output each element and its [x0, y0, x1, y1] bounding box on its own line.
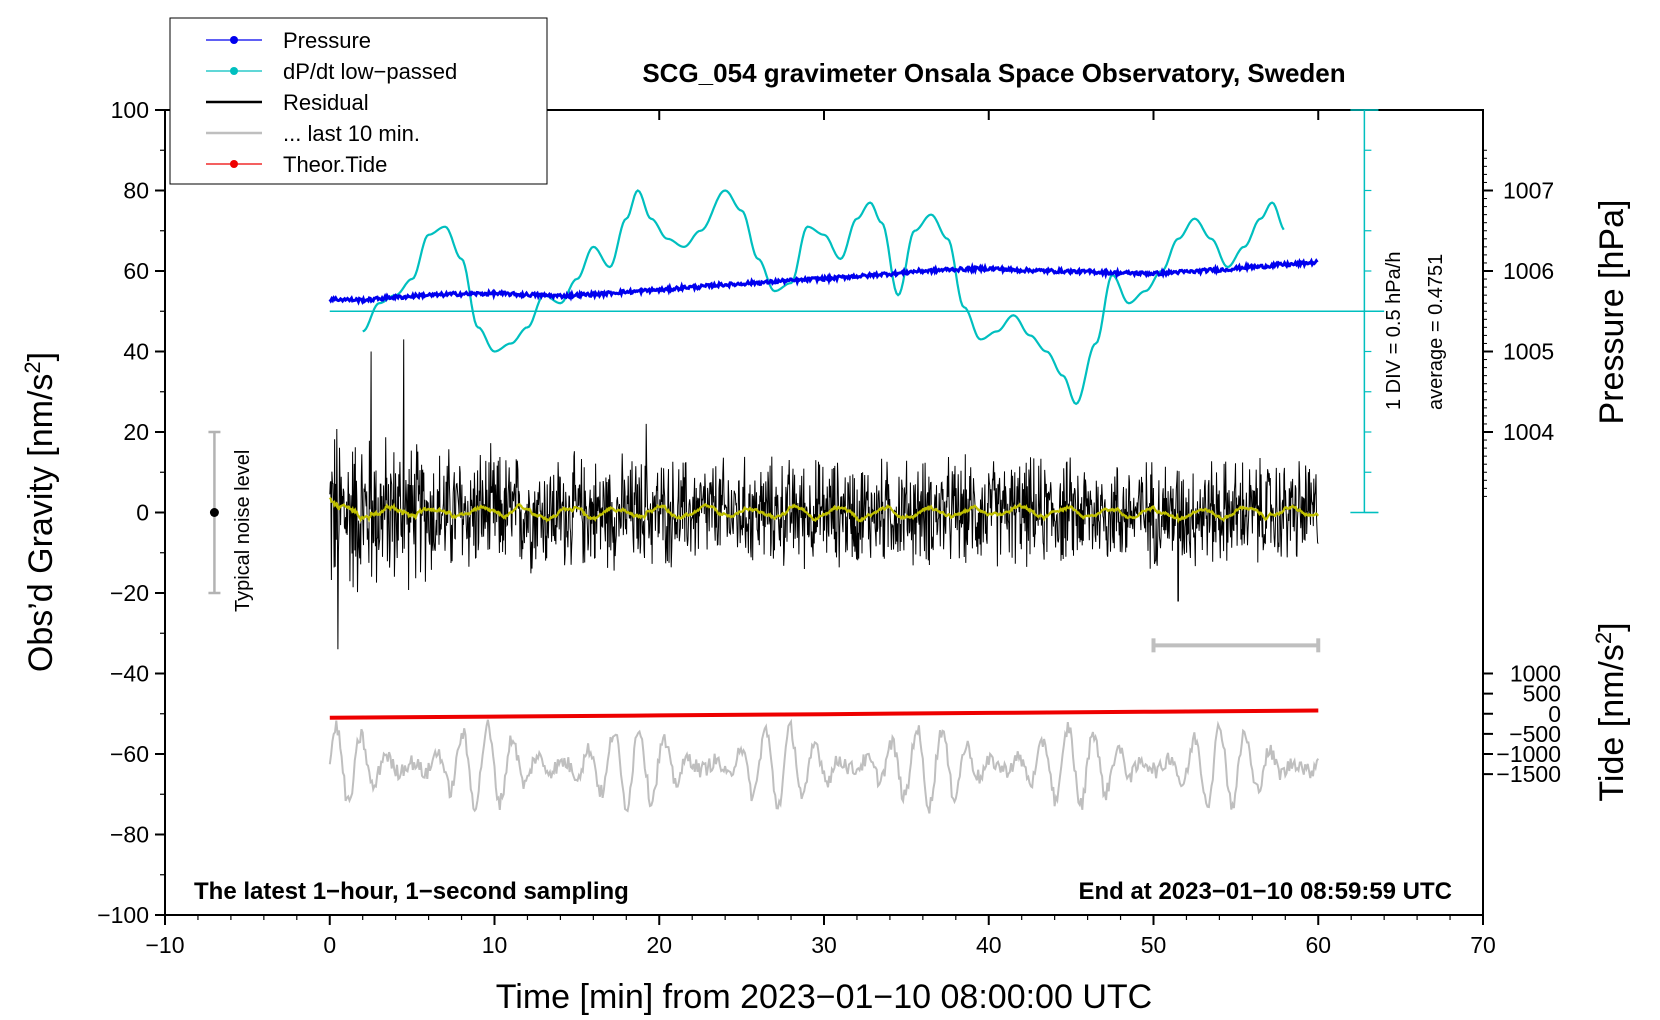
x-tick-label: 0: [323, 932, 336, 958]
legend-label: Pressure: [283, 28, 371, 53]
dpdt-div-label: 1 DIV = 0.5 hPa/h: [1383, 252, 1405, 410]
tide-tick-label: −500: [1509, 721, 1561, 747]
noise-bar-center: [209, 508, 219, 517]
tide-tick-label: −1500: [1496, 761, 1561, 787]
y-tick-label: −60: [110, 741, 149, 767]
x-tick-label: 30: [811, 932, 837, 958]
y-tick-label: 80: [123, 178, 149, 204]
noise-level-label: Typical noise level: [232, 450, 254, 612]
dpdt-average-label: average = 0.4751: [1425, 254, 1447, 410]
legend-marker: [230, 36, 238, 44]
sampling-note: The latest 1−hour, 1−second sampling: [194, 878, 629, 905]
y-tick-label: −20: [110, 580, 149, 606]
y-tick-label: 0: [136, 500, 149, 526]
chart-title: SCG_054 gravimeter Onsala Space Observat…: [642, 58, 1345, 88]
y-tick-label: 100: [111, 97, 149, 123]
legend-label: ... last 10 min.: [283, 121, 420, 146]
pressure-line: [328, 257, 1319, 306]
y-tick-label: −100: [97, 902, 149, 928]
y-tick-label: −40: [110, 661, 149, 687]
last10-line: [328, 718, 1320, 814]
residual-line: [329, 339, 1319, 650]
pressure-tick-label: 1004: [1503, 419, 1554, 445]
y-tick-label: −80: [110, 822, 149, 848]
y-axis-label-pressure: Pressure [hPa]: [1593, 200, 1631, 425]
tide-tick-label: 1000: [1510, 661, 1561, 687]
pressure-series: [328, 257, 1319, 306]
residual-series: [329, 339, 1319, 650]
dpdt-series: [329, 189, 1385, 406]
end-time-note: End at 2023−01−10 08:59:59 UTC: [1078, 878, 1452, 905]
x-tick-label: −10: [145, 932, 184, 958]
y-tick-label: 20: [123, 419, 149, 445]
tide-series: [329, 708, 1319, 720]
legend-label: Theor.Tide: [283, 152, 387, 177]
y-tick-label: 60: [123, 258, 149, 284]
tide-tick-label: 0: [1548, 701, 1561, 727]
pressure-tick-label: 1005: [1503, 339, 1554, 365]
x-axis-label: Time [min] from 2023−01−10 08:00:00 UTC: [496, 978, 1152, 1016]
x-tick-label: 20: [646, 932, 672, 958]
dpdt-line: [362, 189, 1285, 406]
legend-label: Residual: [283, 90, 369, 115]
last10-series: [328, 718, 1320, 814]
x-tick-label: 10: [482, 932, 508, 958]
dpdt-scale-bar: [1350, 109, 1379, 514]
legend-label: dP/dt low−passed: [283, 59, 457, 84]
x-tick-label: 50: [1141, 932, 1167, 958]
y-axis-label-tide-sup: 2: [1591, 632, 1616, 644]
noise-level-bar: [208, 430, 221, 595]
tide-line: [329, 708, 1319, 720]
axes: −10 0 10 20 30 40 50 60 70100806040200−20−40−60−…: [97, 97, 1561, 958]
tide-tick-label: 500: [1523, 681, 1561, 707]
y-tick-label: 40: [123, 339, 149, 365]
smoothed-residual-series: [328, 496, 1319, 524]
legend-marker: [230, 160, 238, 168]
x-tick-label: 60: [1305, 932, 1331, 958]
smoothed-residual-line: [328, 496, 1319, 524]
y-axis-label-left: Obs’d Gravity [nm/s2]: [20, 352, 60, 672]
tide-tick-label: −1000: [1496, 741, 1561, 767]
pressure-tick-label: 1007: [1503, 178, 1554, 204]
legend: Pressure dP/dt low−passed Residual ... last…: [169, 17, 548, 185]
y-axis-label-left-sup: 2: [20, 361, 45, 373]
legend-marker: [230, 67, 238, 75]
last10-window-bar: [1151, 638, 1321, 653]
x-tick-label: 70: [1470, 932, 1496, 958]
pressure-tick-label: 1006: [1503, 258, 1554, 284]
y-axis-label-tide: Tide [nm/s2]: [1591, 622, 1631, 801]
x-tick-label: 40: [976, 932, 1002, 958]
